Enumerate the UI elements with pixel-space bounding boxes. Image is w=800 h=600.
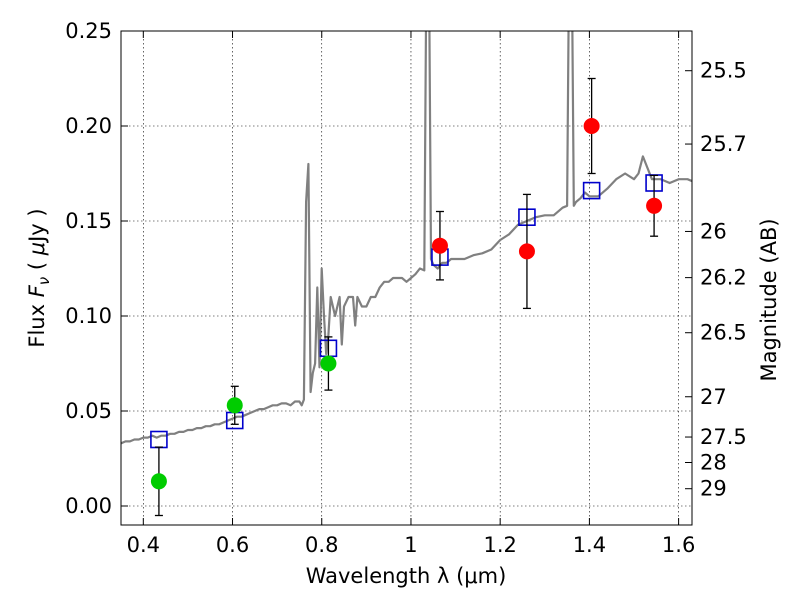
y2-tick-label: 25.7 bbox=[700, 132, 747, 156]
observed-point-red bbox=[583, 118, 600, 134]
observed-point-green bbox=[320, 355, 337, 372]
x-tick-label: 1.2 bbox=[483, 533, 516, 557]
x-tick-label: 0.8 bbox=[305, 533, 338, 557]
observed-point-red bbox=[518, 243, 535, 260]
y2-tick-label: 25.5 bbox=[700, 59, 747, 83]
y2-tick-label: 28 bbox=[700, 450, 727, 474]
y-tick-label: 0.15 bbox=[65, 209, 112, 233]
y2-tick-label: 26.2 bbox=[700, 266, 747, 290]
y2-tick-label: 26.5 bbox=[700, 321, 747, 345]
x-axis-label: Wavelength λ (μm) bbox=[306, 564, 507, 588]
y2-tick-label: 27 bbox=[700, 385, 727, 409]
observed-point-red bbox=[431, 237, 448, 254]
y2-tick-label: 29 bbox=[700, 477, 727, 501]
x-tick-label: 0.6 bbox=[216, 533, 249, 557]
x-tick-label: 0.4 bbox=[127, 533, 160, 557]
y-tick-label: 0.00 bbox=[65, 494, 112, 518]
model-flux-square bbox=[582, 181, 601, 200]
x-tick-label: 1.4 bbox=[573, 533, 606, 557]
axis-ticks: 0.4 0.6 0.8 1 1.2 1.4 1.6 0.00 0.05 0.10 0.15 0.20 0… bbox=[65, 19, 747, 557]
observed-point-red bbox=[646, 197, 663, 214]
y2-axis-label: Magnitude (AB) bbox=[757, 218, 781, 381]
data-layer bbox=[121, 31, 692, 517]
y-tick-label: 0.10 bbox=[65, 304, 112, 328]
plot-background bbox=[121, 31, 692, 525]
x-tick-label: 1.6 bbox=[662, 533, 695, 557]
y-axis-label: Flux Fν ( μJy ) bbox=[25, 208, 53, 347]
observed-point-green bbox=[150, 473, 167, 490]
y-tick-label: 0.05 bbox=[65, 399, 112, 423]
y-tick-label: 0.20 bbox=[65, 114, 112, 138]
x-tick-label: 1 bbox=[404, 533, 417, 557]
y2-tick-label: 27.5 bbox=[700, 425, 747, 449]
observed-point-green bbox=[226, 397, 243, 414]
y2-tick-label: 26 bbox=[700, 219, 727, 243]
model-spectrum-line bbox=[121, 31, 692, 445]
y-tick-label: 0.25 bbox=[65, 19, 112, 43]
